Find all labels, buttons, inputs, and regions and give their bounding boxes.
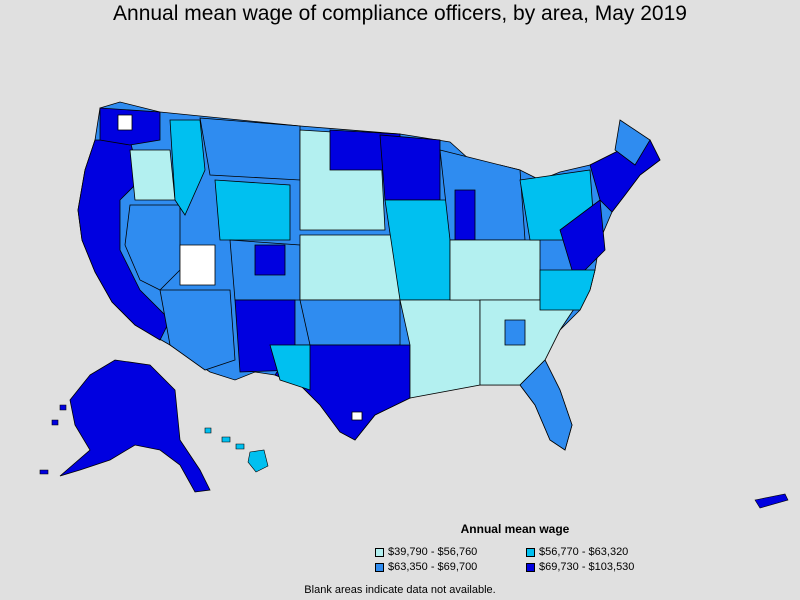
region-west-texas [269,344,311,391]
contiguous-us [77,101,661,451]
legend-label-4: $69,730 - $103,530 [539,561,635,573]
region-houston-blank [351,411,363,421]
region-nebraska-kansas [299,234,401,301]
legend-label-2: $56,770 - $63,320 [539,546,629,558]
region-wyoming [214,179,291,241]
legend-item-4: $69,730 - $103,530 [526,561,634,573]
legend-item-3: $63,350 - $69,700 [375,561,477,573]
region-oklahoma [299,299,401,346]
map-title: Annual mean wage of compliance officers,… [113,2,687,25]
region-arizona [159,289,236,371]
hawaii [204,427,269,473]
region-oregon-east [129,149,176,201]
region-dc-corridor [559,199,606,281]
region-bc-blank [117,114,133,131]
legend-swatch-3 [375,562,384,572]
region-southeast [479,299,581,386]
region-denver [254,244,286,276]
region-minnesota [379,134,441,201]
puerto-rico [754,493,789,509]
legend-label-3: $63,350 - $69,700 [388,561,478,573]
legend-swatch-4 [526,562,535,572]
legend-swatch-1 [375,547,384,557]
region-montana [199,117,301,181]
region-arkansas-south [399,299,481,399]
footnote: Blank areas indicate data not available. [304,584,496,596]
alaska-islands [39,404,67,475]
alaska [59,359,211,493]
legend-item-1: $39,790 - $56,760 [375,546,477,558]
legend-swatch-2 [526,547,535,557]
region-atlanta [504,319,526,346]
region-chicago [454,189,476,241]
region-maine [614,119,651,166]
region-utah-blank [179,244,216,286]
region-great-lakes [439,149,526,241]
region-idaho [169,119,206,216]
region-florida [519,359,573,451]
legend-label-1: $39,790 - $56,760 [388,546,478,558]
region-carolinas [539,269,596,311]
legend-title: Annual mean wage [460,522,570,536]
region-midwest-south [449,239,541,301]
legend-item-2: $56,770 - $63,320 [526,546,628,558]
